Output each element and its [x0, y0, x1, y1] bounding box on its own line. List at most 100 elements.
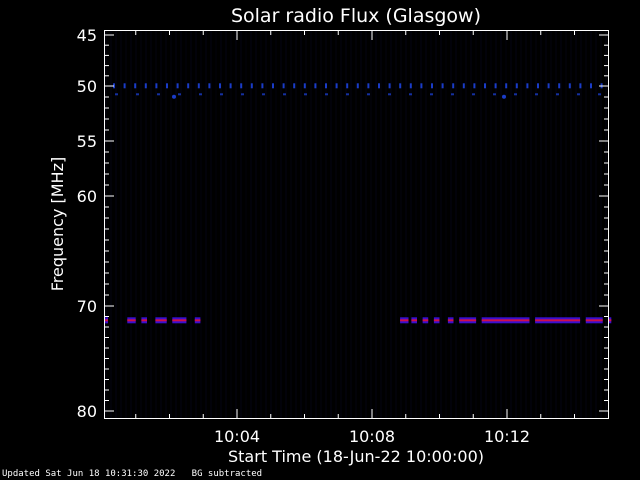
band-50-pulse	[452, 83, 455, 89]
noise-column	[295, 31, 297, 418]
band-70-core	[105, 319, 108, 322]
noise-column	[205, 31, 207, 418]
band-50-harmonic	[241, 93, 244, 96]
bg-subtracted-note: BG subtracted	[191, 469, 263, 479]
band-50-harmonic	[304, 93, 307, 96]
band-70-core	[608, 319, 612, 322]
noise-column	[250, 31, 252, 418]
band-50-harmonic	[283, 93, 286, 96]
band-50-pulse	[240, 83, 243, 89]
band-50-pulse	[325, 83, 327, 89]
x-tick-label: 10:12	[484, 427, 530, 446]
noise-column	[220, 31, 222, 418]
noise-column	[370, 31, 372, 418]
noise-column	[155, 31, 157, 418]
noise-column	[180, 31, 182, 418]
noise-column	[115, 31, 117, 418]
noise-column	[225, 31, 227, 418]
noise-column	[325, 31, 327, 418]
band-50-pulse	[123, 83, 126, 89]
noise-column	[120, 31, 122, 418]
noise-column	[475, 31, 477, 418]
noise-column	[355, 31, 357, 418]
y-tick-label: 80	[77, 402, 97, 421]
x-tick-label: 10:08	[349, 427, 395, 446]
band-50-pulse	[590, 83, 592, 89]
y-axis-title: Frequency [MHz]	[48, 157, 67, 291]
band-50-pulse	[431, 83, 433, 89]
band-50-harmonic	[178, 93, 181, 96]
noise-column	[360, 31, 362, 418]
band-50-pulse	[526, 83, 529, 89]
band-50-pulse	[537, 83, 539, 89]
noise-column	[505, 31, 507, 418]
band-50-pulse	[462, 83, 465, 89]
y-tick-label: 60	[77, 187, 97, 206]
noise-column	[470, 31, 472, 418]
band-50-pulse	[208, 83, 211, 89]
band-50-pulse	[261, 83, 264, 89]
band-50-pulse	[356, 83, 359, 89]
band-50-pulse	[293, 83, 296, 89]
band-70-core	[535, 319, 581, 322]
noise-column	[195, 31, 197, 418]
noise-column	[270, 31, 272, 418]
noise-column	[540, 31, 542, 418]
noise-column	[310, 31, 312, 418]
noise-column	[210, 31, 212, 418]
noise-column	[595, 31, 597, 418]
band-70-core	[422, 319, 429, 322]
noise-column	[170, 31, 172, 418]
noise-column	[530, 31, 532, 418]
updated-timestamp: Updated Sat Jun 18 10:31:30 2022	[2, 469, 176, 479]
noise-column	[500, 31, 502, 418]
noise-column	[510, 31, 512, 418]
noise-column	[450, 31, 452, 418]
y-tick-label: 45	[77, 26, 97, 45]
band-50-pulse	[314, 83, 317, 89]
noise-column	[245, 31, 247, 418]
x-axis-title: Start Time (18-Jun-22 10:00:00)	[228, 447, 484, 466]
band-50-pulse	[367, 83, 370, 89]
noise-column	[390, 31, 392, 418]
noise-column	[235, 31, 237, 418]
noise-column	[465, 31, 467, 418]
band-50-pulse	[515, 83, 518, 89]
band-50-pulse	[399, 83, 402, 89]
band-50-pulse	[473, 83, 476, 89]
band-70-core	[400, 319, 409, 322]
x-tick-label: 10:04	[214, 427, 260, 446]
noise-column	[200, 31, 202, 418]
noise-column	[395, 31, 397, 418]
x-axis: 10:04 10:08 10:12	[135, 31, 575, 446]
noise-column	[255, 31, 257, 418]
band-50-harmonic	[346, 93, 349, 96]
noise-column	[330, 31, 332, 418]
noise-column	[565, 31, 567, 418]
noise-column	[385, 31, 387, 418]
plot-frame	[104, 30, 609, 419]
noise-column	[145, 31, 147, 418]
noise-column	[130, 31, 132, 418]
band-50-pulse	[335, 83, 338, 89]
band-50-pulse	[250, 83, 253, 89]
band-50-pulse	[484, 83, 486, 89]
noise-column	[545, 31, 547, 418]
noise-column	[315, 31, 317, 418]
noise-column	[410, 31, 412, 418]
noise-column	[600, 31, 602, 418]
noise-column	[555, 31, 557, 418]
noise-column	[380, 31, 382, 418]
band-50-pulse	[568, 83, 571, 89]
noise-column	[190, 31, 192, 418]
noise-column	[515, 31, 517, 418]
band-50-harmonic	[136, 93, 139, 96]
band-50-spike	[502, 94, 506, 99]
band-70-core	[172, 319, 187, 322]
band-50-pulse	[346, 83, 349, 89]
band-50-pulse	[229, 83, 232, 89]
band-50-pulse	[219, 83, 221, 89]
noise-column	[150, 31, 152, 418]
noise-column	[420, 31, 422, 418]
